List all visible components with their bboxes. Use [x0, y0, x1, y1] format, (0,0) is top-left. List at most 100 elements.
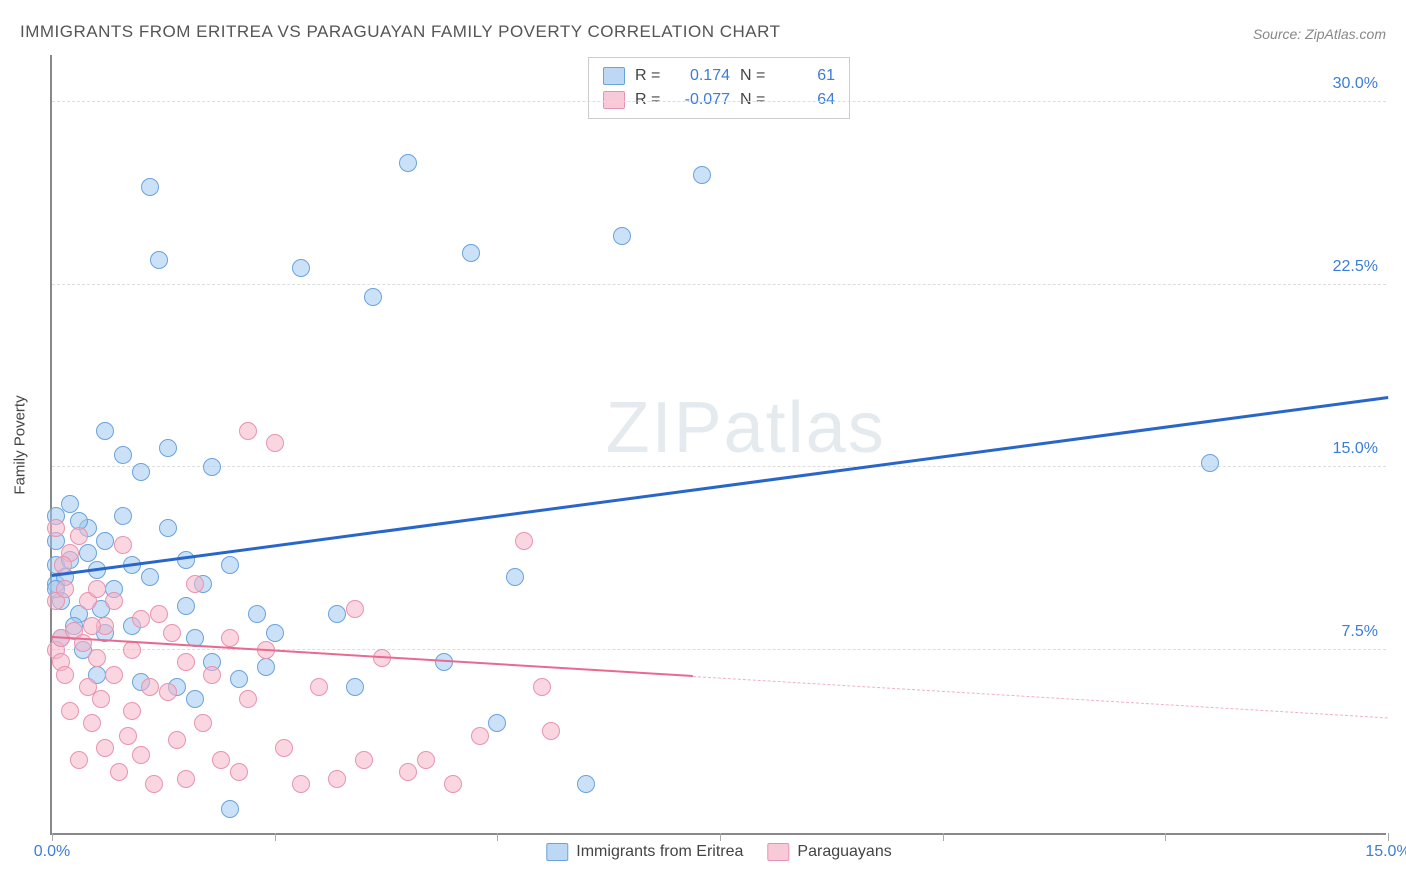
data-point-pink [310, 678, 328, 696]
legend-item-blue: Immigrants from Eritrea [546, 843, 743, 861]
data-point-blue [328, 605, 346, 623]
x-tick [1165, 833, 1166, 841]
legend-label-pink: Paraguayans [797, 843, 891, 861]
y-tick-label: 7.5% [1342, 623, 1378, 641]
data-point-pink [168, 731, 186, 749]
data-point-pink [194, 714, 212, 732]
data-point-pink [239, 422, 257, 440]
trend-line-pink [52, 636, 693, 677]
y-tick-label: 30.0% [1333, 75, 1378, 93]
data-point-pink [328, 770, 346, 788]
data-point-pink [186, 575, 204, 593]
data-point-pink [471, 727, 489, 745]
data-point-blue [230, 670, 248, 688]
series-legend: Immigrants from Eritrea Paraguayans [546, 843, 891, 861]
data-point-pink [132, 746, 150, 764]
data-point-pink [533, 678, 551, 696]
data-point-blue [203, 458, 221, 476]
y-tick-label: 22.5% [1333, 258, 1378, 276]
watermark-atlas: atlas [724, 388, 886, 468]
data-point-pink [141, 678, 159, 696]
x-tick [275, 833, 276, 841]
data-point-blue [186, 690, 204, 708]
data-point-pink [266, 434, 284, 452]
data-point-pink [150, 605, 168, 623]
y-tick-label: 15.0% [1333, 440, 1378, 458]
data-point-pink [355, 751, 373, 769]
data-point-blue [141, 178, 159, 196]
data-point-blue [506, 568, 524, 586]
data-point-pink [515, 532, 533, 550]
data-point-pink [105, 592, 123, 610]
data-point-pink [292, 775, 310, 793]
data-point-blue [399, 154, 417, 172]
data-point-blue [346, 678, 364, 696]
legend-label-blue: Immigrants from Eritrea [576, 843, 743, 861]
data-point-blue [159, 439, 177, 457]
data-point-blue [613, 227, 631, 245]
data-point-pink [177, 770, 195, 788]
data-point-pink [177, 653, 195, 671]
trend-line-pink-extrapolated [693, 676, 1388, 718]
data-point-pink [114, 536, 132, 554]
y-axis-label: Family Poverty [12, 395, 29, 494]
data-point-pink [88, 580, 106, 598]
data-point-blue [364, 288, 382, 306]
data-point-blue [61, 495, 79, 513]
data-point-pink [230, 763, 248, 781]
data-point-pink [96, 739, 114, 757]
x-tick [497, 833, 498, 841]
data-point-pink [163, 624, 181, 642]
data-point-pink [123, 702, 141, 720]
data-point-pink [542, 722, 560, 740]
data-point-blue [114, 507, 132, 525]
legend-row-blue: R = 0.174 N = 61 [603, 64, 835, 88]
x-tick [1388, 833, 1389, 841]
source-attribution: Source: ZipAtlas.com [1253, 26, 1386, 42]
x-tick-label: 15.0% [1365, 843, 1406, 861]
data-point-blue [248, 605, 266, 623]
data-point-pink [203, 666, 221, 684]
r-value-blue: 0.174 [675, 67, 730, 85]
data-point-blue [693, 166, 711, 184]
n-label: N = [740, 67, 770, 85]
legend-item-pink: Paraguayans [767, 843, 891, 861]
data-point-pink [212, 751, 230, 769]
data-point-pink [61, 702, 79, 720]
data-point-blue [266, 624, 284, 642]
x-tick [52, 833, 53, 841]
data-point-pink [88, 649, 106, 667]
x-tick-label: 0.0% [34, 843, 70, 861]
data-point-pink [56, 580, 74, 598]
data-point-blue [577, 775, 595, 793]
data-point-pink [444, 775, 462, 793]
x-tick [720, 833, 721, 841]
data-point-blue [462, 244, 480, 262]
data-point-pink [70, 751, 88, 769]
data-point-blue [114, 446, 132, 464]
data-point-pink [92, 690, 110, 708]
data-point-blue [221, 800, 239, 818]
chart-container: Family Poverty ZIPatlas R = 0.174 N = 61… [50, 55, 1386, 835]
data-point-pink [56, 666, 74, 684]
data-point-blue [141, 568, 159, 586]
gridline [52, 101, 1386, 102]
gridline [52, 284, 1386, 285]
swatch-blue [546, 843, 568, 861]
data-point-blue [150, 251, 168, 269]
data-point-pink [119, 727, 137, 745]
data-point-pink [159, 683, 177, 701]
data-point-pink [83, 714, 101, 732]
data-point-pink [70, 527, 88, 545]
data-point-blue [159, 519, 177, 537]
data-point-pink [239, 690, 257, 708]
data-point-pink [132, 610, 150, 628]
data-point-pink [346, 600, 364, 618]
data-point-pink [275, 739, 293, 757]
data-point-pink [110, 763, 128, 781]
data-point-blue [79, 544, 97, 562]
data-point-pink [83, 617, 101, 635]
watermark-zip: ZIP [606, 388, 724, 468]
data-point-pink [221, 629, 239, 647]
swatch-blue [603, 67, 625, 85]
